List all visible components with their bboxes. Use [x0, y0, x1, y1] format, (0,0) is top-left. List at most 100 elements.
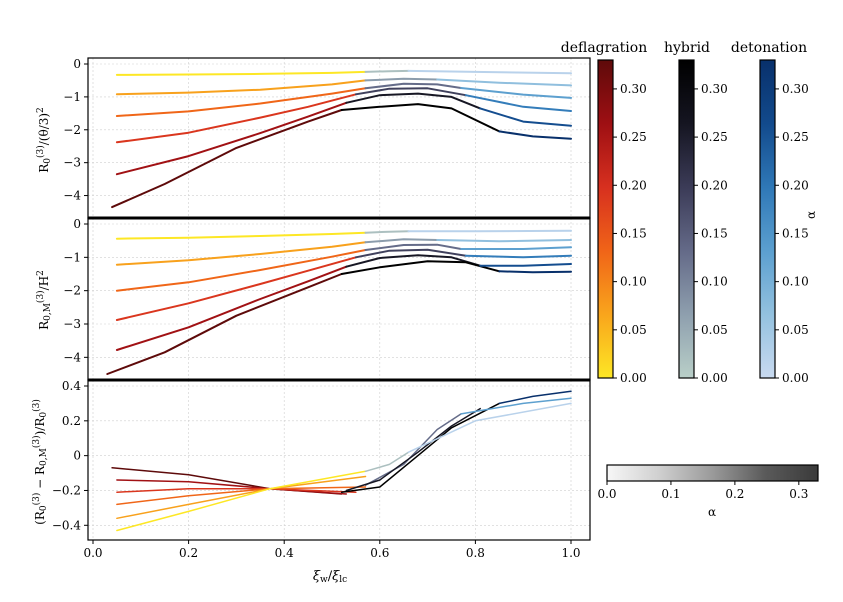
- colorbar-deflagration-tick-label: 0.10: [620, 275, 647, 289]
- middle-hybrid-line-alpha-0.13: [364, 243, 463, 251]
- top-deflagration-line-alpha-0.33: [111, 109, 343, 209]
- bottom-ylabel: (R0(3) − R0,M(3))/R0(3): [31, 399, 50, 525]
- bottom-detonation-line-alpha-0.13: [460, 397, 572, 415]
- middle-detonation-line-alpha-0.19: [464, 254, 572, 259]
- top-ylabel: R0(3)/(θ/3)2: [35, 107, 54, 173]
- top-detonation-line-alpha-0.26: [479, 107, 572, 127]
- middle-ylabel: R0,M(3)/H2: [35, 270, 54, 330]
- bottom-deflagration-line-alpha-0.19: [116, 487, 357, 493]
- bottom-deflagration-line-alpha-0: [116, 470, 367, 532]
- panel-top: 0 −1 −2 −3 −4: [63, 57, 591, 219]
- middle-deflagration-line-alpha-0.13: [115, 249, 367, 292]
- top-deflagration-line-alpha-0.13: [115, 87, 367, 117]
- panels: 0−1−2−3−40−1−2−3−40.40.20−0.2−0.40.0 0.2 0…: [52, 57, 591, 560]
- colorbar-detonation-tick-label: 0.00: [782, 371, 809, 385]
- top-frame: [87, 57, 591, 219]
- top-hybrid-line-alpha-0.02: [364, 69, 410, 73]
- colorbar-hybrid-tick-label: 0.00: [701, 371, 728, 385]
- colorbar-alpha-tick-label: 0.3: [789, 487, 808, 501]
- colorbar-alpha-ticks: 0.0 0.1 0.2 0.3: [597, 481, 808, 501]
- colorbar-detonation-tick-label: 0.30: [782, 82, 809, 96]
- x-axis-label: ξw/ξlc: [313, 569, 347, 585]
- top-ytick-label: 0: [73, 57, 81, 71]
- colorbar-vertical-alpha-label: α: [804, 211, 818, 219]
- bottom-detonation-line-alpha-0.02: [407, 402, 572, 453]
- top-detonation-line-alpha-0.02: [407, 69, 572, 75]
- middle-deflagration-line-alpha-0.26: [115, 265, 348, 351]
- middle-deflagration-line-alpha-0: [115, 231, 367, 240]
- panel-bottom: 0.4 0.2 0 −0.2 −0.40.0 0.2 0.4 0.6 0.8 1.0: [52, 379, 591, 560]
- middle-hybrid-line-alpha-0.33: [340, 260, 501, 275]
- top-hybrid-line-alpha-0.13: [364, 82, 463, 90]
- colorbar-hybrid-tick-label: 0.20: [701, 178, 728, 192]
- colorbar-hybrid-tick-label: 0.05: [701, 323, 728, 337]
- colorbar-deflagration: [597, 59, 614, 379]
- top-ytick-label: −4: [63, 189, 81, 203]
- bottom-hybrid-line-alpha-0.33: [340, 402, 501, 493]
- colorbar-alpha-label: α: [708, 505, 716, 519]
- top-ytick-label: −1: [63, 90, 81, 104]
- middle-ytick-label: 0: [73, 217, 81, 231]
- colorbar-hybrid: [678, 59, 695, 379]
- colorbar-deflagration-tick-label: 0.30: [620, 82, 647, 96]
- middle-ytick-label: −1: [63, 250, 81, 264]
- colorbars: deflagration hybrid detonation 0.30 0.25 0…: [561, 40, 819, 519]
- colorbar-detonation-label: detonation: [731, 40, 807, 56]
- panel-middle: 0 −1 −2 −3 −4: [63, 217, 591, 381]
- colorbar-deflagration-tick-label: 0.00: [620, 371, 647, 385]
- bottom-ytick-label: 0: [73, 449, 81, 463]
- colorbar-deflagration-tick-label: 0.20: [620, 178, 647, 192]
- bottom-hybrid-line-alpha-0.26: [345, 407, 481, 492]
- bottom-ytick-label: 0.4: [62, 379, 81, 393]
- colorbar-deflagration-tick-label: 0.25: [620, 130, 647, 144]
- colorbar-deflagration-tick-label: 0.15: [620, 226, 647, 240]
- colorbar-detonation-tick-label: 0.15: [782, 226, 809, 240]
- middle-ytick-label: −3: [63, 317, 81, 331]
- bottom-deflagration-line-alpha-0.26: [116, 479, 348, 495]
- top-hybrid-line-alpha-0.07: [364, 77, 439, 82]
- middle-deflagration-line-alpha-0.33: [106, 273, 343, 375]
- top-detonation-line-alpha-0.07: [436, 78, 572, 87]
- bottom-frame: [87, 379, 591, 541]
- top-hybrid-line-alpha-0.26: [345, 92, 482, 110]
- middle-deflagration-line-alpha-0.07: [115, 241, 367, 266]
- colorbar-hybrid-tick-label: 0.10: [701, 275, 728, 289]
- middle-ytick-label: −4: [63, 350, 81, 364]
- top-ytick-label: −2: [63, 123, 81, 137]
- middle-detonation-line-alpha-0.33: [498, 270, 572, 274]
- colorbar-detonation: [759, 59, 776, 379]
- middle-hybrid-line-alpha-0.19: [354, 248, 467, 259]
- colorbar-deflagration-label: deflagration: [561, 40, 647, 56]
- middle-detonation-line-alpha-0.26: [479, 263, 572, 267]
- middle-frame: [87, 217, 591, 381]
- bottom-ytick-label: −0.4: [52, 518, 82, 532]
- colorbar-alpha-tick-label: 0.1: [661, 487, 680, 501]
- bottom-ytick-label: −0.2: [52, 483, 81, 497]
- colorbar-detonation-tick-label: 0.20: [782, 178, 809, 192]
- colorbar-detonation-tick-label: 0.25: [782, 130, 809, 144]
- middle-detonation-line-alpha-0.13: [460, 246, 572, 250]
- colorbar-alpha-tick-label: 0.0: [597, 487, 616, 501]
- top-deflagration-line-alpha-0.07: [115, 79, 367, 96]
- top-hybrid-line-alpha-0.19: [354, 87, 467, 97]
- middle-ytick-label: −2: [63, 284, 81, 298]
- top-deflagration-line-alpha-0: [115, 70, 367, 76]
- middle-deflagration-line-alpha-0.19: [115, 256, 357, 321]
- colorbar-alpha: [606, 464, 819, 482]
- xtick-label: 1.0: [561, 546, 580, 560]
- xtick-label: 0.2: [179, 546, 198, 560]
- middle-hybrid-line-alpha-0.02: [364, 230, 410, 234]
- top-hybrid-line-alpha-0.33: [340, 103, 501, 133]
- xtick-label: 0.0: [83, 546, 102, 560]
- colorbar-detonation-tick-label: 0.05: [782, 323, 809, 337]
- colorbar-deflagration-tick-label: 0.05: [620, 323, 647, 337]
- top-detonation-line-alpha-0.13: [460, 87, 572, 99]
- colorbar-hybrid-label: hybrid: [664, 40, 710, 56]
- bottom-deflagration-line-alpha-0.07: [116, 475, 367, 520]
- colorbar-hybrid-tick-label: 0.25: [701, 130, 728, 144]
- xtick-label: 0.6: [370, 546, 389, 560]
- middle-detonation-line-alpha-0.07: [436, 239, 572, 243]
- xtick-label: 0.8: [466, 546, 485, 560]
- bottom-detonation-line-alpha-0.33: [498, 390, 572, 405]
